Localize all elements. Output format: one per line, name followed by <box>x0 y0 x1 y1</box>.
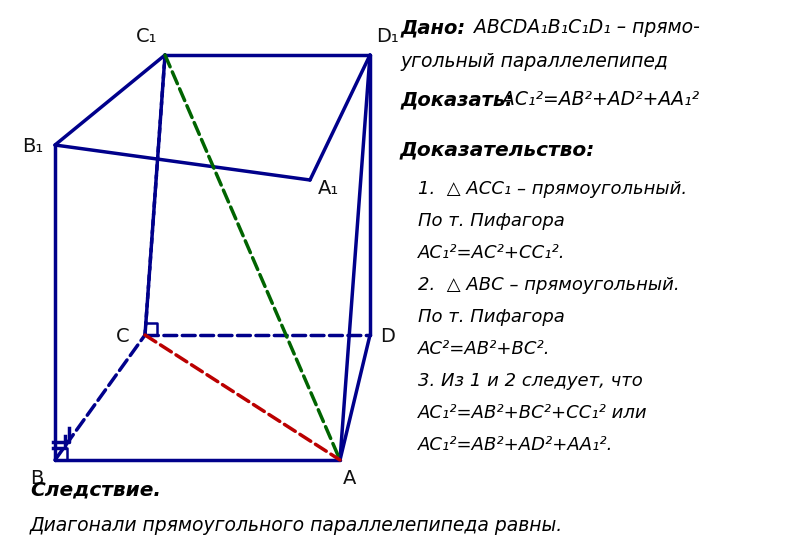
Text: C₁: C₁ <box>136 27 158 47</box>
Text: AC²=AB²+BC².: AC²=AB²+BC². <box>418 340 550 358</box>
Text: AC₁²=AB²+BC²+CC₁² или: AC₁²=AB²+BC²+CC₁² или <box>418 404 648 422</box>
Text: Доказать:: Доказать: <box>400 90 513 109</box>
Text: A: A <box>343 468 357 488</box>
Text: Дано:: Дано: <box>400 18 465 37</box>
Text: C: C <box>116 328 130 346</box>
Text: AC₁²=AC²+CC₁².: AC₁²=AC²+CC₁². <box>418 244 566 262</box>
Text: D: D <box>381 328 395 346</box>
Text: ABCDA₁B₁C₁D₁ – прямо-: ABCDA₁B₁C₁D₁ – прямо- <box>468 18 700 37</box>
Text: D₁: D₁ <box>377 27 399 47</box>
Text: B₁: B₁ <box>22 137 44 156</box>
Text: Доказательство:: Доказательство: <box>400 140 595 159</box>
Text: угольный параллелепипед: угольный параллелепипед <box>400 52 668 71</box>
Text: AC₁²=AB²+AD²+AA₁²: AC₁²=AB²+AD²+AA₁² <box>496 90 699 109</box>
Text: По т. Пифагора: По т. Пифагора <box>418 212 565 230</box>
Text: A₁: A₁ <box>318 178 338 198</box>
Text: Следствие.: Следствие. <box>30 480 161 499</box>
Text: 1.  △ ACC₁ – прямоугольный.: 1. △ ACC₁ – прямоугольный. <box>418 180 687 198</box>
Text: 3. Из 1 и 2 следует, что: 3. Из 1 и 2 следует, что <box>418 372 642 390</box>
Text: AC₁²=AB²+AD²+AA₁².: AC₁²=AB²+AD²+AA₁². <box>418 436 614 454</box>
Text: Диагонали прямоугольного параллелепипеда равны.: Диагонали прямоугольного параллелепипеда… <box>30 516 563 535</box>
Text: 2.  △ ABC – прямоугольный.: 2. △ ABC – прямоугольный. <box>418 276 680 294</box>
Text: По т. Пифагора: По т. Пифагора <box>418 308 565 326</box>
Text: B: B <box>30 468 44 488</box>
